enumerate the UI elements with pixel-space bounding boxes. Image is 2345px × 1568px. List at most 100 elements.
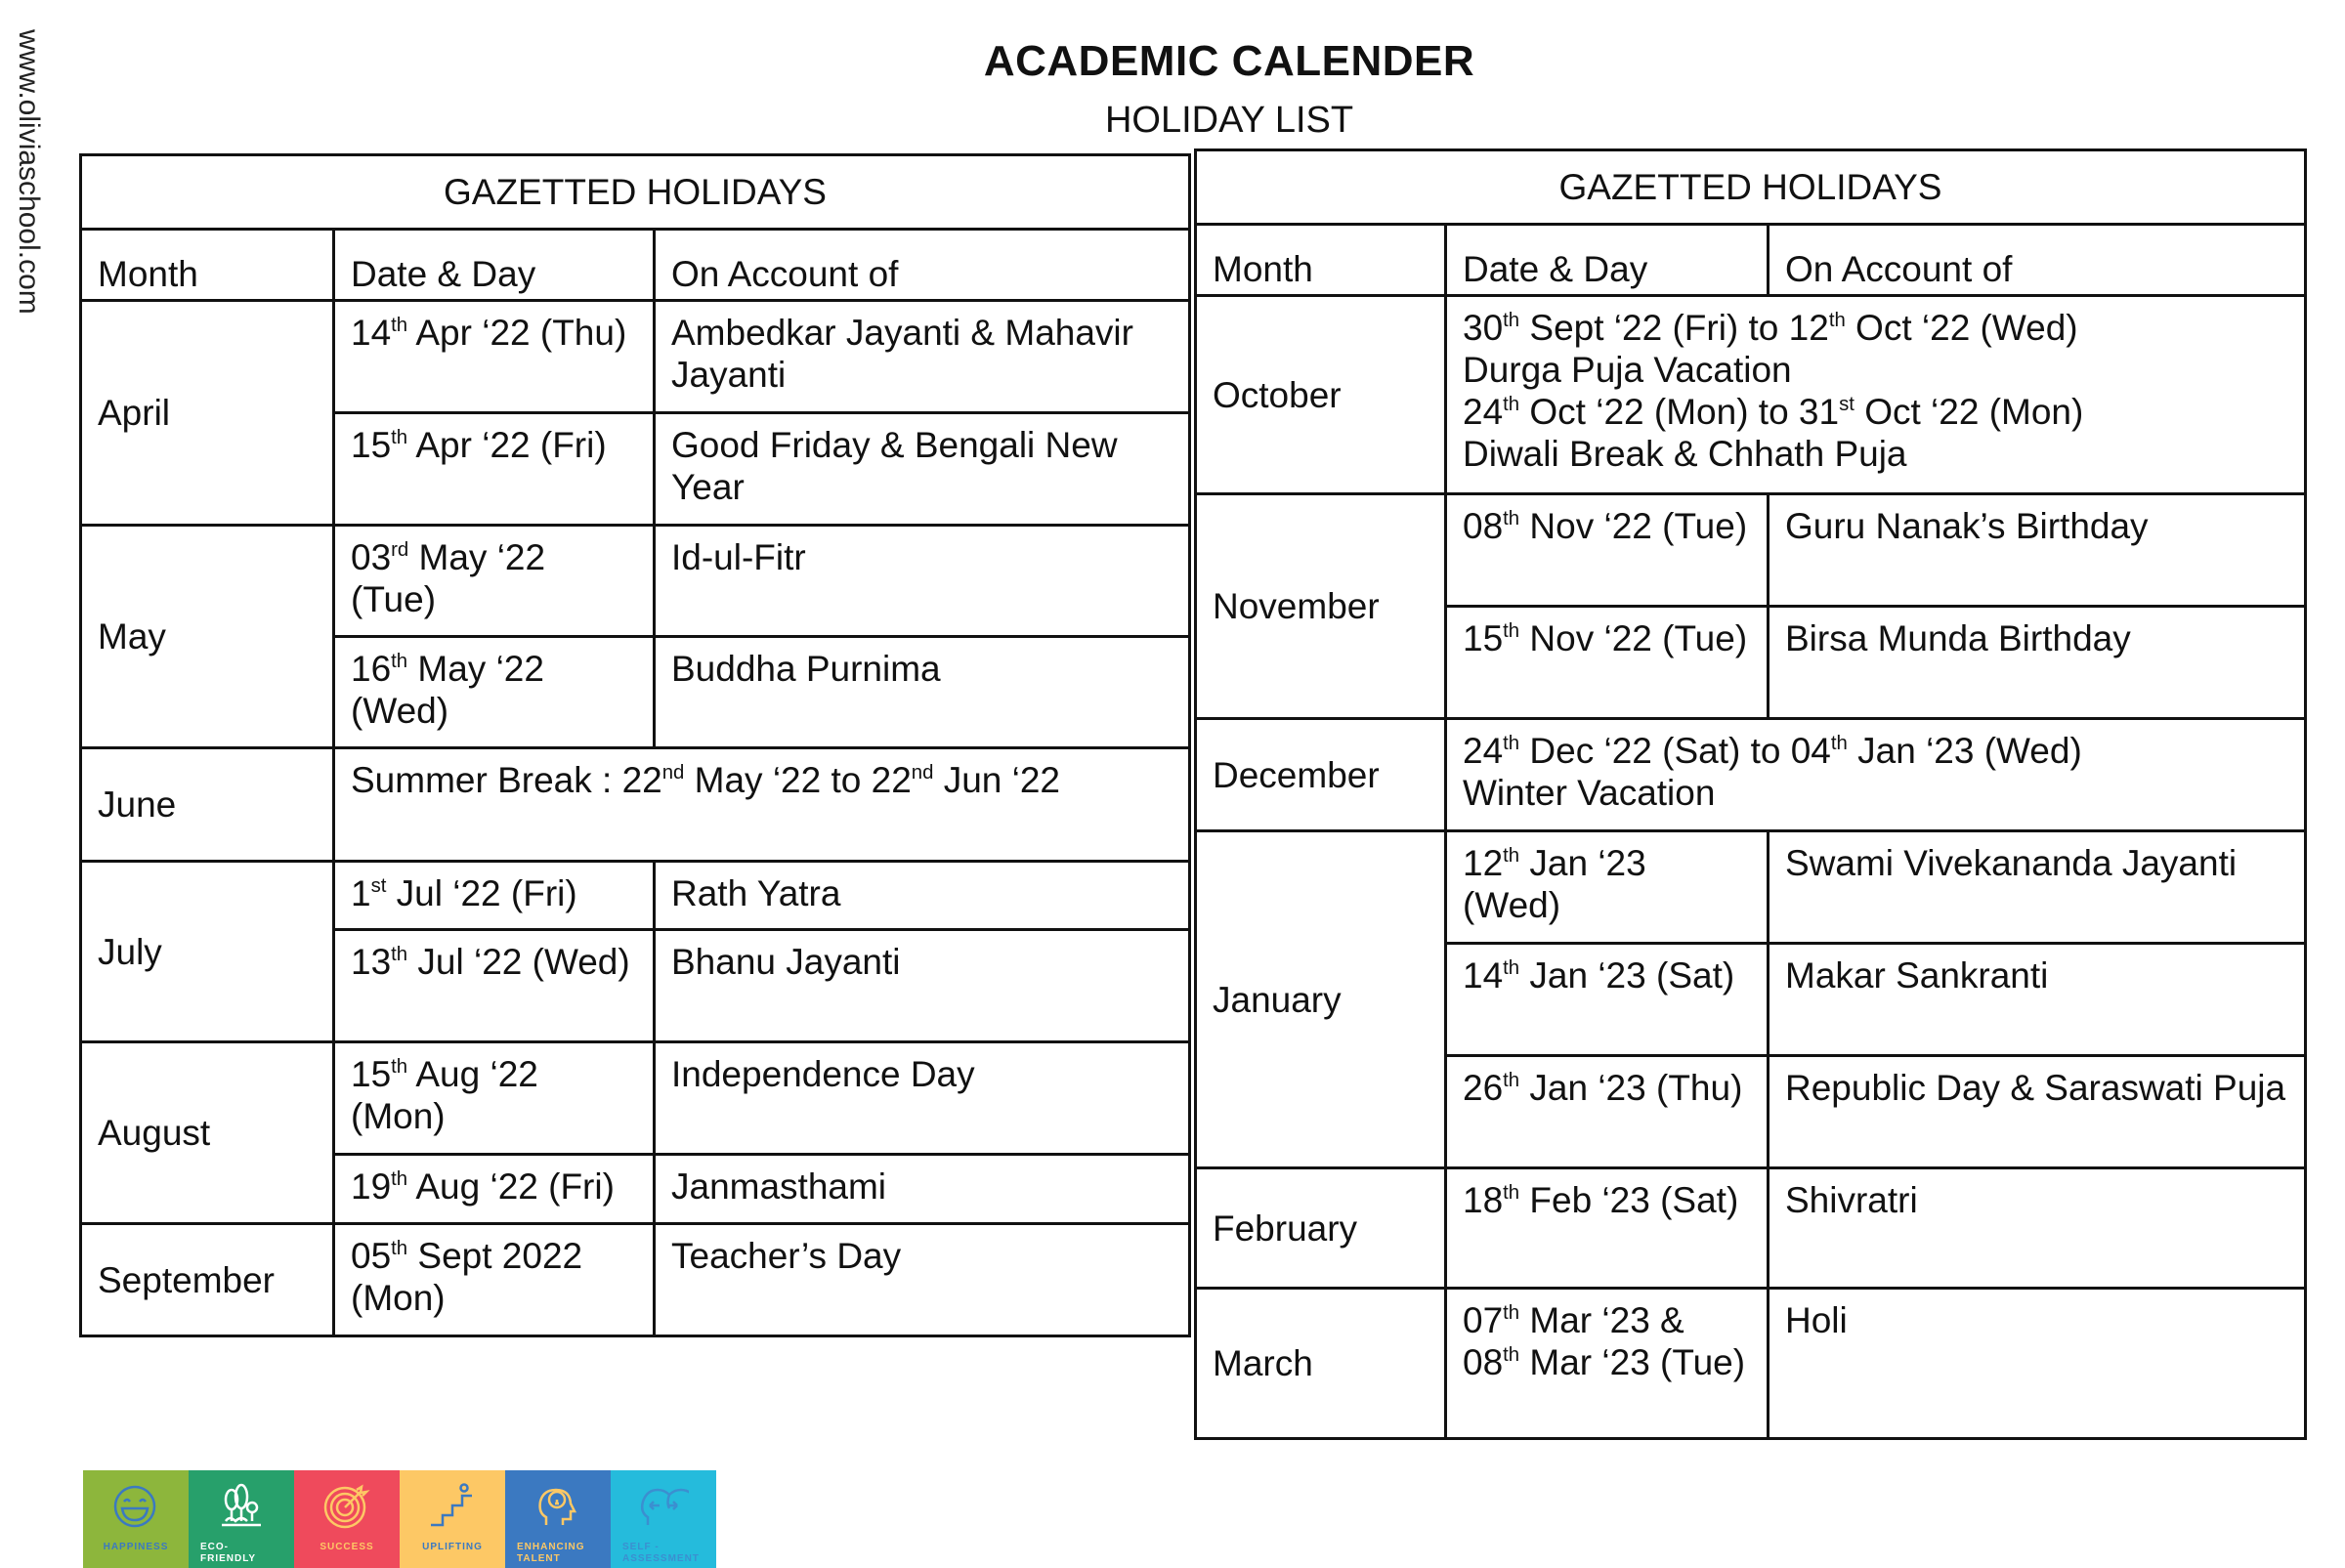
table-row: May 03rd May ‘22 (Tue) Id-ul-Fitr [79, 524, 1191, 749]
month-cell: November [1194, 492, 1447, 720]
holiday-span-cell: 24th Dec ‘22 (Sat) to 04th Jan ‘23 (Wed)… [1444, 717, 2307, 832]
reason-cell: Id-ul-Fitr [653, 524, 1191, 638]
reason-cell: Republic Day & Saraswati Puja [1767, 1054, 2307, 1169]
month-cell: March [1194, 1287, 1447, 1440]
head-bulb-icon [533, 1470, 583, 1536]
table-row: 15th Nov ‘22 (Tue) Birsa Munda Birthday [1196, 605, 2307, 720]
ordinal-suffix: th [391, 650, 408, 672]
page-subtitle: HOLIDAY LIST [1104, 100, 1354, 141]
ordinal-suffix: th [1503, 1181, 1520, 1204]
table-row: 13th Jul ‘22 (Wed) Bhanu Jayanti [81, 928, 1191, 1043]
table-title: GAZETTED HOLIDAYS [79, 153, 1191, 231]
holiday-table-left: GAZETTED HOLIDAYS Month Date & Day On Accou… [79, 153, 1191, 1337]
reason-cell: Rath Yatra [653, 860, 1191, 931]
logo-label: SUCCESS [320, 1542, 374, 1552]
ordinal-suffix: th [391, 943, 408, 965]
month-cell: July [79, 860, 335, 1043]
table-row: February 18th Feb ‘23 (Sat) Shivratri [1194, 1166, 2307, 1290]
column-header-date: Date & Day [332, 228, 656, 302]
table-row: 26th Jan ‘23 (Thu) Republic Day & Saraswa… [1196, 1054, 2307, 1169]
column-header-month: Month [79, 228, 335, 302]
date-cell: 1st Jul ‘22 (Fri) [332, 860, 656, 931]
date-cell: 07th Mar ‘23 & 08th Mar ‘23 (Tue) [1444, 1287, 1769, 1440]
month-cell: October [1194, 294, 1447, 495]
logo-tile-eco-friendly: ECO-FRIENDLY [189, 1470, 294, 1568]
table-row: January 12th Jan ‘23 (Wed) Swami Vivekanan… [1194, 829, 2307, 1169]
logo-tile-enhancing-talent: ENHANCING TALENT [505, 1470, 611, 1568]
ordinal-suffix: th [1503, 956, 1520, 979]
table-title-row: GAZETTED HOLIDAYS [1194, 148, 2307, 226]
ordinal-suffix: th [391, 1167, 408, 1190]
ordinal-suffix: th [391, 426, 408, 448]
trees-icon [216, 1470, 267, 1536]
table-title: GAZETTED HOLIDAYS [1194, 148, 2307, 226]
date-cell: 08th Nov ‘22 (Tue) [1444, 492, 1769, 608]
ordinal-suffix: nd [661, 761, 685, 784]
website-text: www.oliviaschool.com [13, 29, 45, 315]
reason-cell: Buddha Purnima [653, 635, 1191, 749]
logo-label: UPLIFTING [422, 1542, 483, 1552]
table-row: August 15th Aug ‘22 (Mon) Independence Day [79, 1040, 1191, 1225]
holiday-table-right: GAZETTED HOLIDAYS Month Date & Day On Accou… [1194, 148, 2307, 1440]
month-cell: May [79, 524, 335, 749]
column-header-date: Date & Day [1444, 223, 1769, 297]
ordinal-suffix: th [1503, 309, 1520, 331]
reason-cell: Shivratri [1767, 1166, 2307, 1290]
date-cell: 13th Jul ‘22 (Wed) [332, 928, 656, 1043]
column-header-month: Month [1194, 223, 1447, 297]
column-header-row: Month Date & Day On Account of [1194, 223, 2307, 297]
date-cell: 12th Jan ‘23 (Wed) [1444, 829, 1769, 945]
logo-tile-success: SUCCESS [294, 1470, 400, 1568]
reason-cell: Guru Nanak’s Birthday [1767, 492, 2307, 608]
stairs-icon [427, 1470, 478, 1536]
logo-tile-self-assessment: SELF - ASSESSMENT [611, 1470, 716, 1568]
holiday-span-cell: 30th Sept ‘22 (Fri) to 12th Oct ‘22 (Wed… [1444, 294, 2307, 495]
ordinal-suffix: th [1503, 1069, 1520, 1091]
values-logo-strip: HAPPINESS ECO-FRIENDLY SUCCESS UPLIFTING ENH… [83, 1470, 716, 1568]
table-row: 14th Jan ‘23 (Sat) Makar Sankranti [1196, 942, 2307, 1057]
date-cell: 26th Jan ‘23 (Thu) [1444, 1054, 1769, 1169]
date-cell: 18th Feb ‘23 (Sat) [1444, 1166, 1769, 1290]
date-cell: 15th Apr ‘22 (Fri) [332, 411, 656, 527]
ordinal-suffix: th [1503, 732, 1520, 754]
logo-tile-uplifting: UPLIFTING [400, 1470, 505, 1568]
table-row: 16th May ‘22 (Wed) Buddha Purnima [81, 635, 1191, 749]
table-row: March 07th Mar ‘23 & 08th Mar ‘23 (Tue) Hol… [1194, 1287, 2307, 1440]
ordinal-suffix: th [1503, 1343, 1520, 1366]
smiley-icon [110, 1470, 161, 1536]
reason-cell: Janmasthami [653, 1153, 1191, 1225]
ordinal-suffix: th [391, 1055, 408, 1078]
date-cell: 15th Aug ‘22 (Mon) [332, 1040, 656, 1156]
table-title-row: GAZETTED HOLIDAYS [79, 153, 1191, 231]
table-row: October 30th Sept ‘22 (Fri) to 12th Oct ‘… [1194, 294, 2307, 495]
table-row: November 08th Nov ‘22 (Tue) Guru Nanak’s B… [1194, 492, 2307, 720]
logo-label: SELF - ASSESSMENT [622, 1542, 700, 1564]
column-header-reason: On Account of [1767, 223, 2307, 297]
ordinal-suffix: nd [911, 761, 934, 784]
ordinal-suffix: th [391, 314, 408, 336]
heads-arrows-icon [638, 1470, 698, 1536]
reason-cell: Holi [1767, 1287, 2307, 1440]
ordinal-suffix: rd [391, 538, 409, 561]
date-cell: 15th Nov ‘22 (Tue) [1444, 605, 1769, 720]
holiday-span-cell: Summer Break : 22nd May ‘22 to 22nd Jun … [332, 746, 1191, 863]
reason-cell: Bhanu Jayanti [653, 928, 1191, 1043]
date-cell: 19th Aug ‘22 (Fri) [332, 1153, 656, 1225]
logo-label: ENHANCING TALENT [517, 1542, 585, 1564]
date-cell: 14th Jan ‘23 (Sat) [1444, 942, 1769, 1057]
reason-cell: Independence Day [653, 1040, 1191, 1156]
table-row: July 1st Jul ‘22 (Fri) Rath Yatra [79, 860, 1191, 1043]
table-row: April 14th Apr ‘22 (Thu) Ambedkar Jayanti … [79, 299, 1191, 527]
reason-cell: Good Friday & Bengali New Year [653, 411, 1191, 527]
table-row: September 05th Sept 2022 (Mon) Teacher’s D… [79, 1222, 1191, 1337]
table-row: 15th Apr ‘22 (Fri) Good Friday & Bengali … [81, 411, 1191, 527]
month-cell: August [79, 1040, 335, 1225]
date-cell: 05th Sept 2022 (Mon) [332, 1222, 656, 1337]
month-cell: February [1194, 1166, 1447, 1290]
table-row: December 24th Dec ‘22 (Sat) to 04th Jan ‘… [1194, 717, 2307, 832]
target-icon [321, 1470, 372, 1536]
month-cell: April [79, 299, 335, 527]
logo-label: HAPPINESS [103, 1542, 169, 1552]
logo-label: ECO-FRIENDLY [200, 1542, 257, 1564]
column-header-reason: On Account of [653, 228, 1191, 302]
